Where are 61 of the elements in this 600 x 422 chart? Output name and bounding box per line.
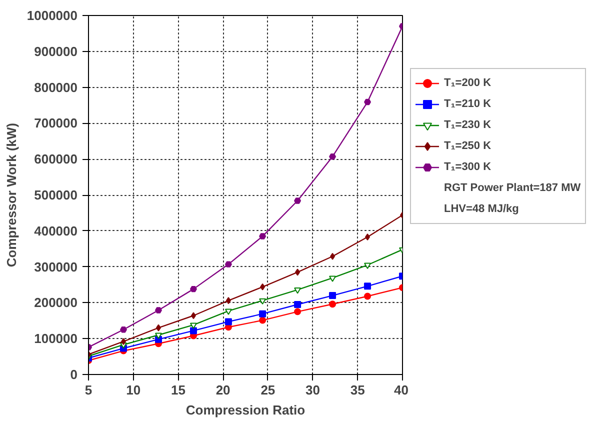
point xyxy=(190,312,196,320)
point xyxy=(226,297,231,304)
point xyxy=(364,98,372,106)
x-tick-label: 15 xyxy=(170,382,186,398)
point xyxy=(154,307,162,314)
point xyxy=(259,316,266,324)
point xyxy=(156,324,161,332)
point xyxy=(295,268,300,276)
point xyxy=(190,286,197,292)
legend-label: T₁=210 K xyxy=(444,98,492,110)
legend-label: T₁=200 K xyxy=(444,76,492,90)
x-tick-label: 30 xyxy=(306,382,320,398)
y-tick-label: 500000 xyxy=(34,188,78,202)
point xyxy=(329,153,336,160)
y-axis-title: Compressor Work (kW) xyxy=(4,122,19,268)
y-tick-label: 800000 xyxy=(34,80,78,95)
x-axis-title: Compression Ratio xyxy=(186,402,306,418)
point xyxy=(190,322,197,329)
point xyxy=(330,252,336,260)
point xyxy=(365,234,370,241)
point xyxy=(259,233,266,240)
text: RGT Power Plant=187 MW xyxy=(444,182,581,194)
y-tick-label: 100000 xyxy=(34,331,78,346)
point xyxy=(364,292,372,300)
x-tick-label: 20 xyxy=(216,382,230,398)
point xyxy=(364,282,372,290)
point xyxy=(294,198,302,204)
point xyxy=(259,310,266,318)
point xyxy=(224,318,232,326)
legend-label: T₁=250 K xyxy=(444,140,492,152)
y-tick-label: 700000 xyxy=(34,116,78,131)
legend-label: T₁=300 K xyxy=(444,160,492,174)
y-tick-label: 900000 xyxy=(34,44,78,59)
point xyxy=(329,276,336,282)
x-tick-label: 25 xyxy=(260,382,276,398)
point xyxy=(260,283,266,290)
legend-label: T₁=230 K xyxy=(444,118,492,132)
y-tick-label: 400000 xyxy=(34,223,78,238)
point xyxy=(224,261,232,268)
y-tick-label: 200000 xyxy=(34,295,78,310)
point xyxy=(294,288,302,294)
point xyxy=(154,332,162,339)
point xyxy=(329,300,336,308)
point xyxy=(364,262,372,269)
point xyxy=(294,308,302,316)
y-tick-label: 600000 xyxy=(34,152,78,167)
point xyxy=(120,326,127,333)
y-tick-label: 0 xyxy=(70,367,78,382)
x-tick-label: 10 xyxy=(126,382,141,398)
text: LHV=48 MJ/kg xyxy=(444,202,519,216)
point xyxy=(259,298,266,305)
point xyxy=(329,292,336,300)
x-tick-label: 35 xyxy=(350,382,365,398)
y-tick-label: 1000000 xyxy=(26,8,78,23)
y-tick-label: 300000 xyxy=(34,259,78,274)
point xyxy=(190,327,197,334)
point xyxy=(224,308,232,315)
x-tick-label: 5 xyxy=(84,382,92,398)
x-tick-label: 40 xyxy=(394,382,409,398)
point xyxy=(294,300,302,308)
point xyxy=(120,338,126,345)
